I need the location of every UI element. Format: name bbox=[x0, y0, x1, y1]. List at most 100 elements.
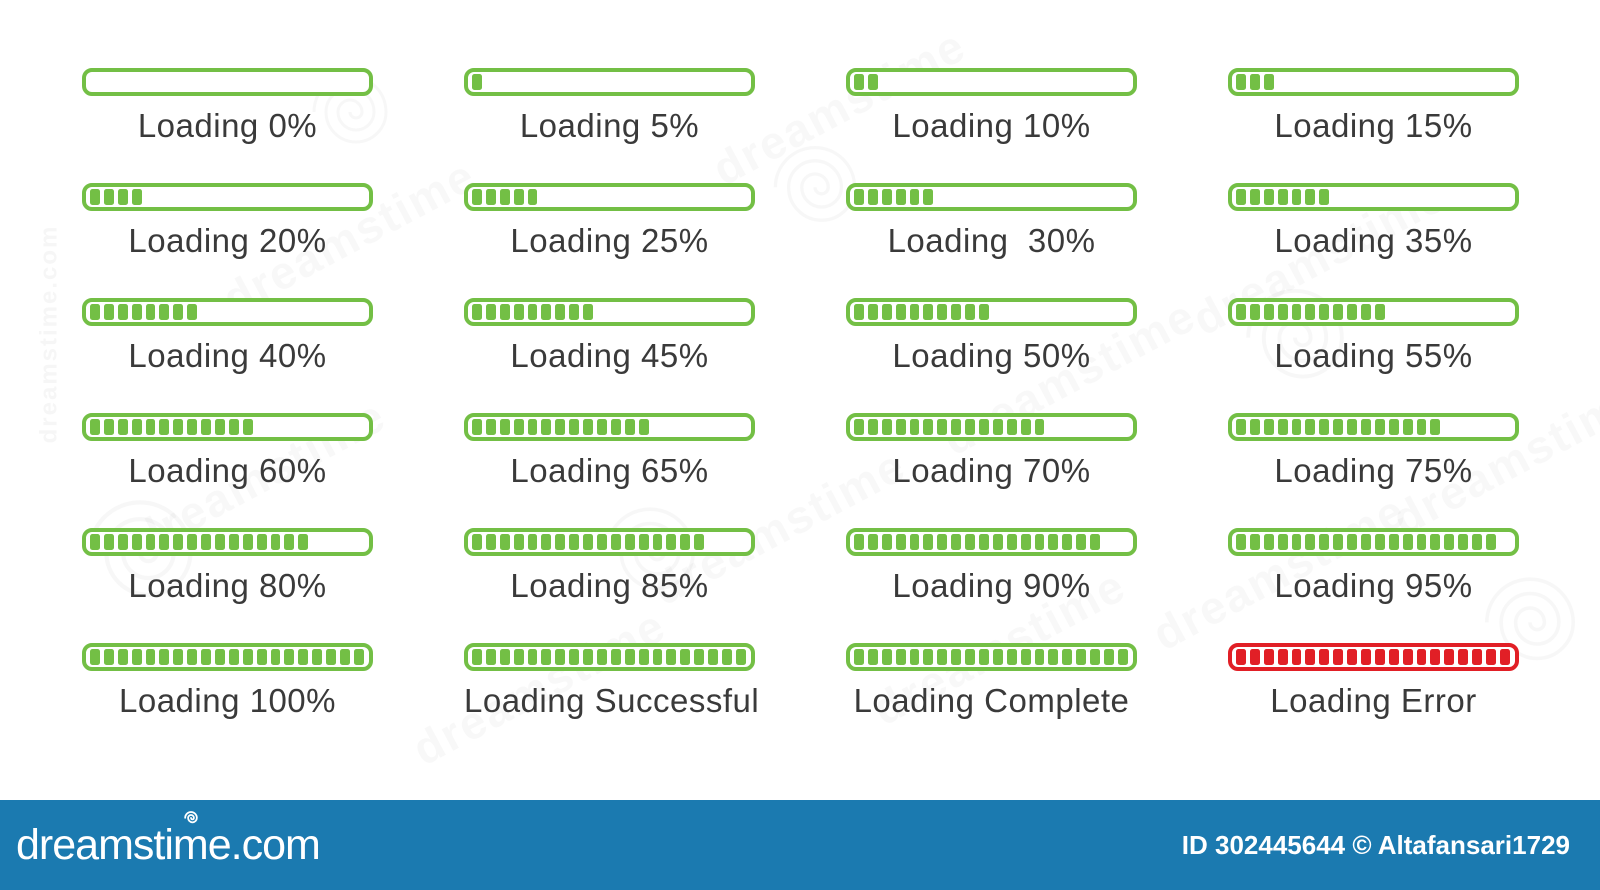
progress-segment bbox=[215, 419, 225, 435]
progress-segment bbox=[103, 189, 114, 205]
progress-label: Loading 30% bbox=[887, 222, 1096, 259]
progress-label: Loading 65% bbox=[510, 452, 709, 489]
progress-segment bbox=[201, 419, 212, 435]
progress-segment bbox=[472, 304, 482, 320]
progress-segment bbox=[1402, 534, 1413, 550]
progress-bar bbox=[82, 528, 373, 556]
progress-segment bbox=[1361, 649, 1371, 665]
progress-segment bbox=[1374, 419, 1385, 435]
progress-segment bbox=[1291, 649, 1302, 665]
progress-item: Loading 35% bbox=[1228, 183, 1519, 260]
progress-segment bbox=[187, 534, 198, 550]
progress-segment bbox=[610, 534, 621, 550]
progress-segment bbox=[131, 649, 142, 665]
progress-label: Loading 35% bbox=[1274, 222, 1473, 259]
progress-segment bbox=[527, 649, 538, 665]
progress-label: Loading 90% bbox=[892, 567, 1091, 604]
progress-segment bbox=[1347, 649, 1358, 665]
progress-segment bbox=[1236, 189, 1246, 205]
progress-segment bbox=[923, 649, 934, 665]
progress-label: Loading 50% bbox=[892, 337, 1091, 374]
progress-segment bbox=[854, 649, 864, 665]
progress-segment bbox=[187, 419, 198, 435]
progress-segment bbox=[583, 534, 594, 550]
progress-segment bbox=[909, 304, 920, 320]
progress-segment bbox=[173, 649, 184, 665]
progress-segment bbox=[1388, 534, 1399, 550]
progress-segment bbox=[1388, 649, 1399, 665]
progress-segment bbox=[228, 419, 239, 435]
progress-segment bbox=[527, 304, 538, 320]
progress-segment bbox=[854, 304, 864, 320]
progress-segment bbox=[90, 304, 100, 320]
progress-item: Loading Error bbox=[1228, 643, 1519, 720]
progress-segment bbox=[256, 534, 267, 550]
progress-segment bbox=[867, 534, 878, 550]
progress-segment bbox=[1486, 649, 1496, 665]
progress-segment bbox=[1305, 304, 1316, 320]
progress-item: Loading 75% bbox=[1228, 413, 1519, 490]
progress-segment bbox=[854, 189, 864, 205]
progress-segment bbox=[215, 649, 225, 665]
progress-segment bbox=[513, 534, 524, 550]
progress-segment bbox=[610, 419, 621, 435]
image-credit: ID 302445644 © Altafansari1729 bbox=[1181, 829, 1570, 860]
progress-segment bbox=[937, 649, 948, 665]
progress-bar bbox=[464, 528, 755, 556]
progress-segment bbox=[145, 419, 156, 435]
progress-segment bbox=[583, 304, 594, 320]
progress-segment bbox=[909, 189, 920, 205]
progress-item: Loading 95% bbox=[1228, 528, 1519, 605]
progress-segment bbox=[1277, 304, 1288, 320]
progress-segment bbox=[1305, 649, 1316, 665]
progress-bar bbox=[464, 643, 755, 671]
progress-segment bbox=[1486, 534, 1496, 550]
progress-segment bbox=[979, 419, 989, 435]
progress-segment bbox=[499, 189, 510, 205]
watermark-edge-text: dreamstime.com bbox=[35, 224, 63, 444]
progress-segment bbox=[159, 649, 170, 665]
progress-segment bbox=[1277, 419, 1288, 435]
progress-segment bbox=[1291, 534, 1302, 550]
progress-segment bbox=[992, 649, 1003, 665]
progress-segment bbox=[242, 649, 253, 665]
progress-bar bbox=[464, 183, 755, 211]
progress-segment bbox=[1249, 649, 1260, 665]
progress-segment bbox=[527, 419, 538, 435]
progress-segment bbox=[353, 649, 364, 665]
progress-segment bbox=[597, 419, 607, 435]
progress-segment bbox=[1006, 419, 1017, 435]
progress-segment bbox=[708, 649, 719, 665]
progress-segment bbox=[541, 304, 552, 320]
progress-bar bbox=[1228, 528, 1519, 556]
progress-segment bbox=[1249, 304, 1260, 320]
progress-segment bbox=[1416, 534, 1427, 550]
progress-label: Loading 20% bbox=[128, 222, 327, 259]
progress-segment bbox=[867, 304, 878, 320]
progress-item: Loading 80% bbox=[82, 528, 373, 605]
progress-item: Loading 5% bbox=[464, 68, 755, 145]
progress-segment bbox=[173, 304, 184, 320]
progress-segment bbox=[1291, 419, 1302, 435]
progress-segment bbox=[215, 534, 225, 550]
progress-segment bbox=[103, 534, 114, 550]
progress-segment bbox=[1104, 649, 1114, 665]
progress-segment bbox=[722, 649, 732, 665]
progress-item: Loading 70% bbox=[846, 413, 1137, 490]
progress-segment bbox=[187, 304, 198, 320]
progress-segment bbox=[951, 304, 962, 320]
progress-segment bbox=[965, 649, 976, 665]
progress-label: Loading 25% bbox=[510, 222, 709, 259]
watermark-footer: dreamstime.com ID 302445644 © Altafansar… bbox=[0, 800, 1600, 890]
progress-segment bbox=[652, 534, 663, 550]
progress-segment bbox=[485, 419, 496, 435]
progress-segment bbox=[1333, 304, 1344, 320]
progress-bar bbox=[846, 298, 1137, 326]
progress-segment bbox=[1263, 419, 1274, 435]
progress-segment bbox=[923, 189, 934, 205]
progress-segment bbox=[117, 649, 128, 665]
progress-segment bbox=[1236, 649, 1246, 665]
progress-label: Loading Successful bbox=[464, 682, 760, 719]
progress-segment bbox=[979, 304, 989, 320]
progress-segment bbox=[854, 534, 864, 550]
